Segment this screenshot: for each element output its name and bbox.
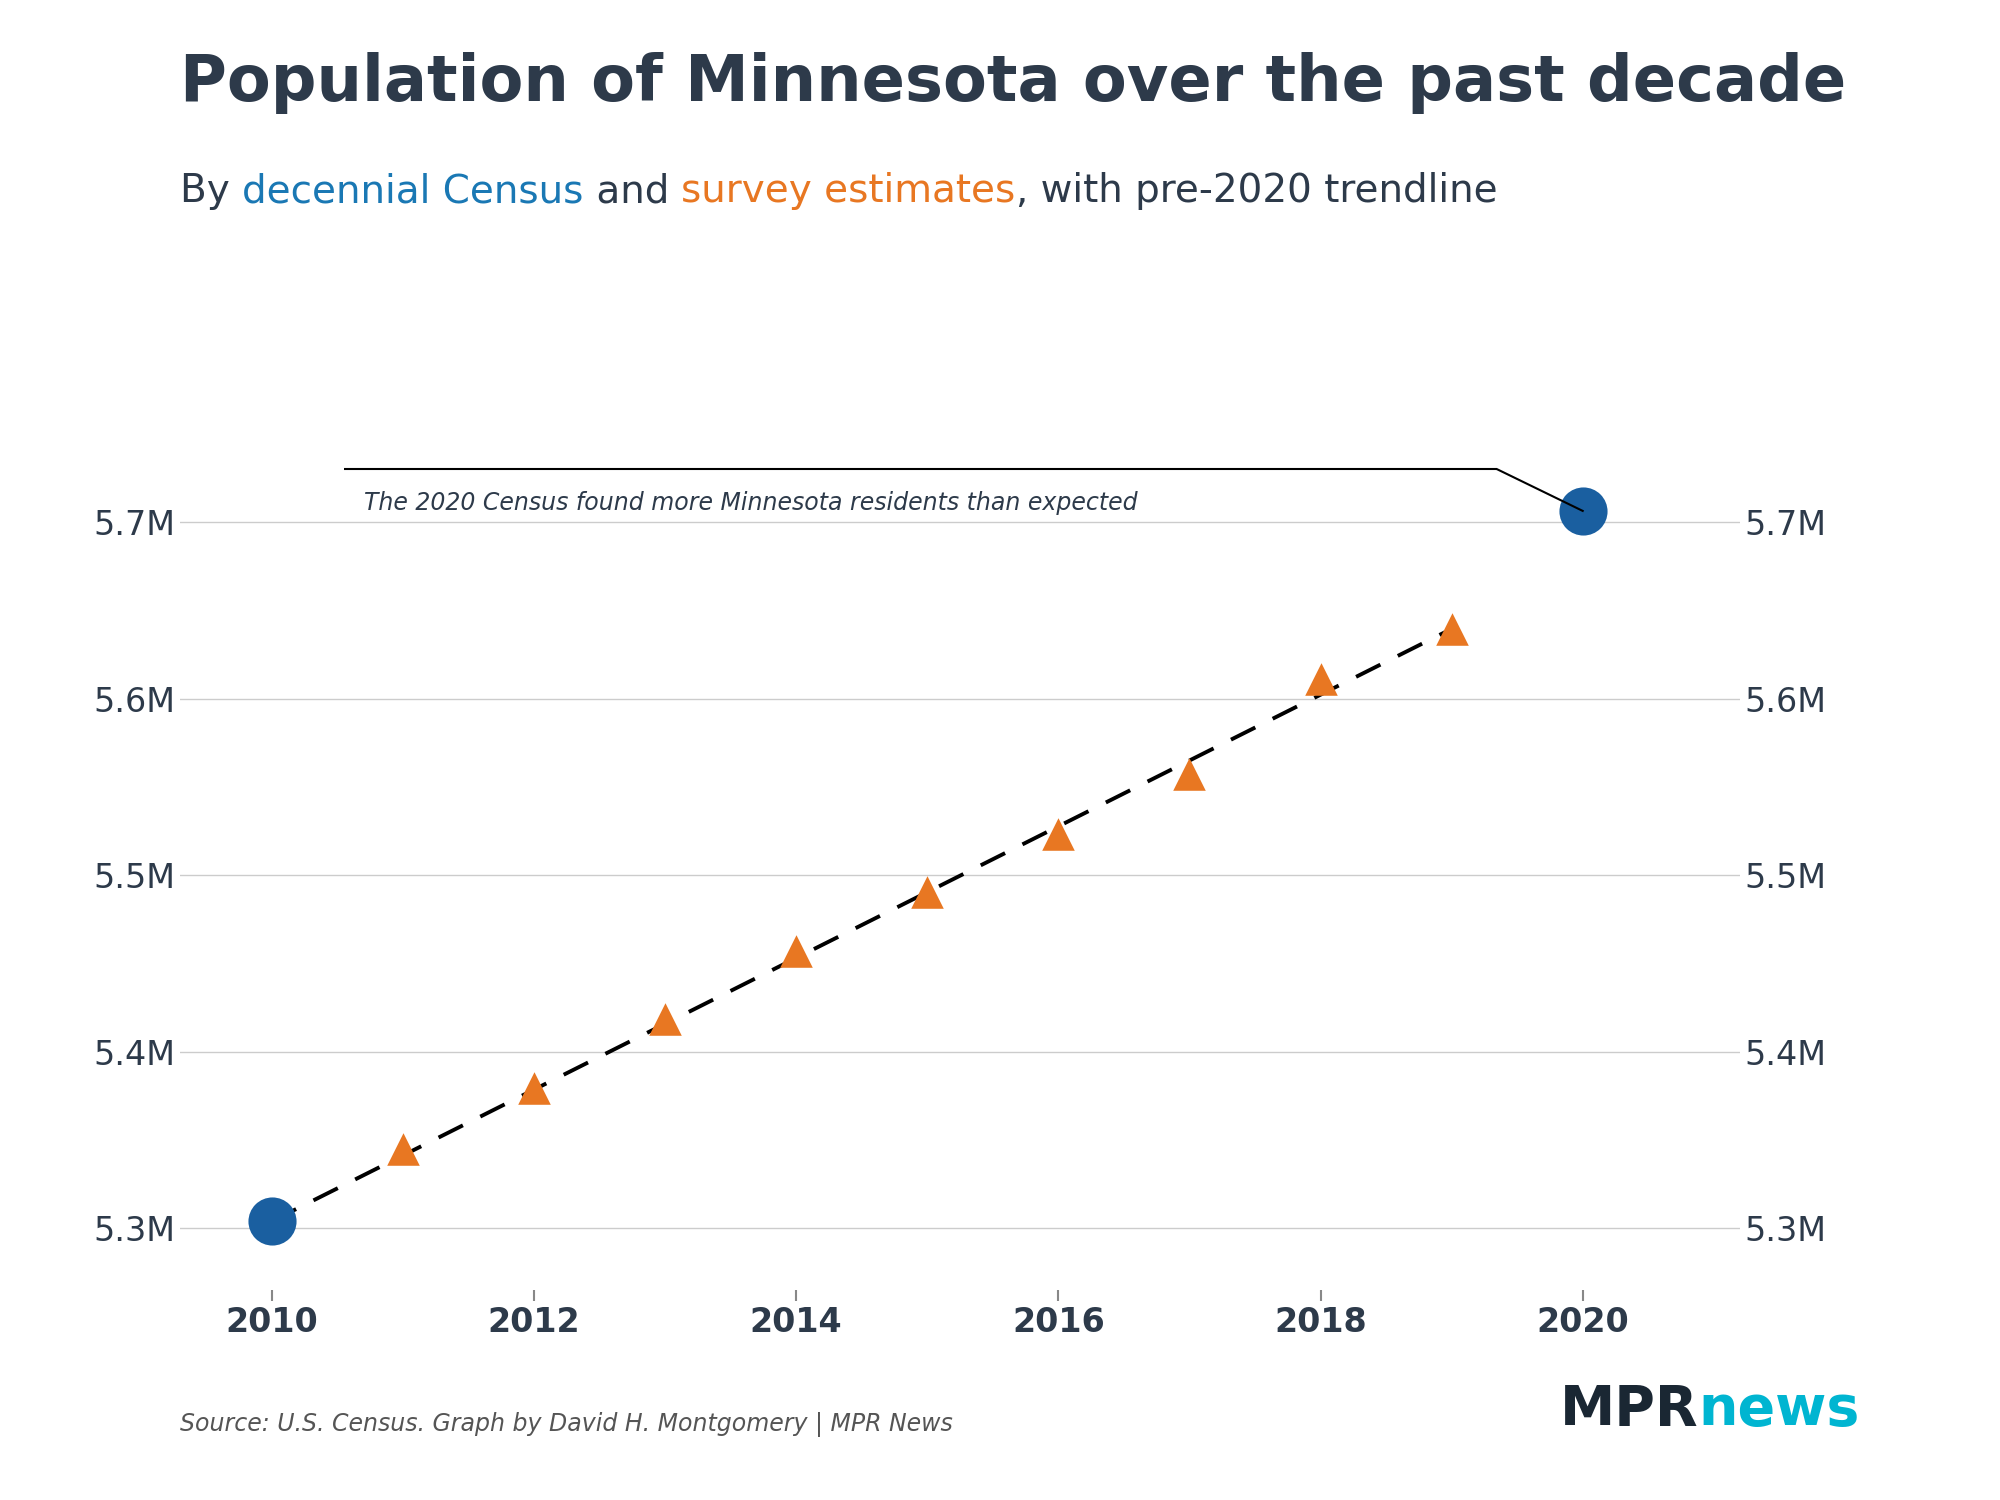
Point (912, 879, 944, 903)
Point (650, 1007, 682, 1031)
Point (1042, 822, 1074, 846)
Text: The 2020 Census found more Minnesota residents than expected: The 2020 Census found more Minnesota res… (364, 490, 1138, 514)
Point (780, 939, 812, 963)
Text: Source: U.S. Census. Graph by David H. Montgomery | MPR News: Source: U.S. Census. Graph by David H. M… (180, 1412, 952, 1437)
Point (386, 1137, 418, 1161)
Point (1566, 500, 1598, 523)
Text: survey estimates: survey estimates (682, 172, 1016, 210)
Text: and: and (584, 172, 682, 210)
Text: Population of Minnesota over the past decade: Population of Minnesota over the past de… (180, 53, 1846, 114)
Text: , with pre-2020 trendline: , with pre-2020 trendline (1016, 172, 1498, 210)
Text: decennial Census: decennial Census (242, 172, 584, 210)
Point (256, 1209, 288, 1233)
Point (1174, 762, 1206, 786)
Point (1304, 668, 1336, 692)
Text: news: news (1698, 1383, 1860, 1437)
Text: MPR: MPR (1560, 1383, 1698, 1437)
Point (1436, 616, 1468, 640)
Text: By: By (180, 172, 242, 210)
Point (518, 1076, 550, 1100)
